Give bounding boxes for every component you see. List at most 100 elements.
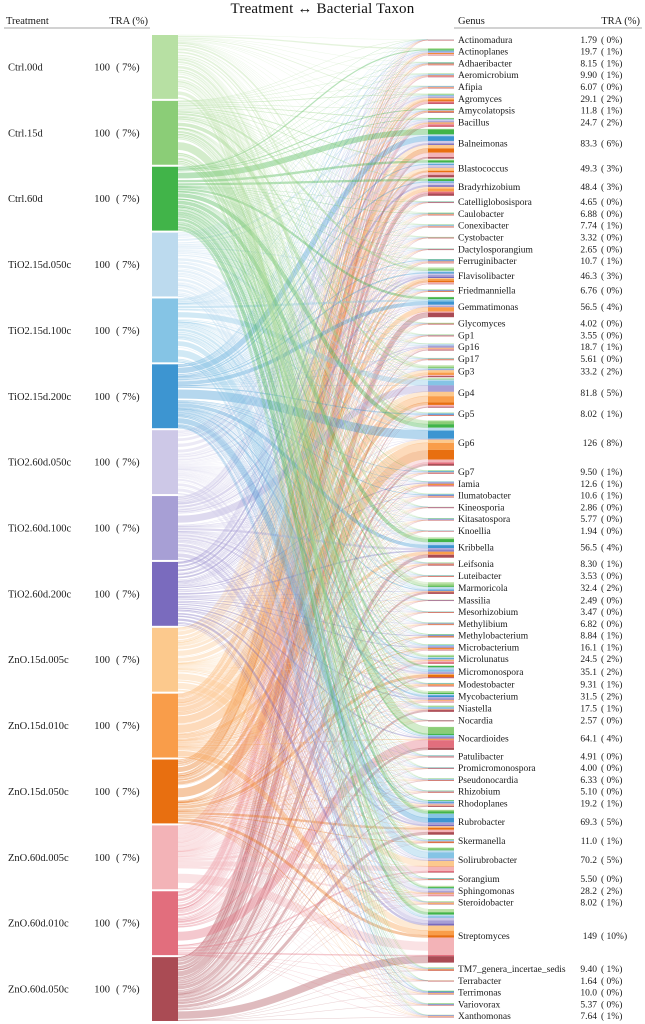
flow-ribbon xyxy=(177,142,429,735)
flow-ribbon xyxy=(177,79,429,707)
flow-ribbon xyxy=(177,211,429,684)
genus-value: 5.61 xyxy=(580,355,597,365)
genus-value: 24.7 xyxy=(580,118,597,128)
genus-value: 149 xyxy=(583,932,598,942)
genus-pct: ( 1%) xyxy=(601,1011,622,1022)
flow-ribbon xyxy=(177,359,429,979)
flow-ribbon xyxy=(177,84,429,879)
treatment-node xyxy=(152,891,178,956)
right-header-genus: Genus xyxy=(458,16,485,27)
genus-segment xyxy=(428,646,454,648)
genus-segment xyxy=(428,148,454,153)
flow-ribbon xyxy=(177,323,429,713)
flow-ribbon xyxy=(177,207,429,646)
flow-ribbon xyxy=(177,87,429,696)
genus-segment xyxy=(428,49,454,51)
genus-segment xyxy=(428,647,454,648)
genus-segment xyxy=(428,103,454,105)
genus-segment xyxy=(428,866,454,871)
genus-segment xyxy=(428,48,454,50)
flow-ribbon xyxy=(177,178,429,186)
flow-ribbon xyxy=(177,133,429,601)
flow-ribbon xyxy=(177,39,429,365)
genus-pct: ( 4%) xyxy=(601,302,622,313)
genus-segment xyxy=(428,705,454,707)
flow-ribbon xyxy=(177,547,429,842)
flow-ribbon xyxy=(177,700,429,811)
flow-ribbon xyxy=(177,108,429,180)
flow-ribbon xyxy=(177,226,429,839)
flow-ribbon xyxy=(177,361,429,1005)
flow-ribbon xyxy=(177,623,429,742)
treatment-node xyxy=(152,496,178,560)
genus-segment xyxy=(428,870,454,873)
flow-ribbon xyxy=(177,62,429,300)
flow-ribbon xyxy=(177,415,429,792)
flow-ribbon xyxy=(177,186,429,214)
genus-segment xyxy=(428,100,454,102)
genus-label: Flavisolibacter xyxy=(458,272,515,282)
flow-ribbon xyxy=(177,519,429,528)
flow-ribbon xyxy=(177,202,429,970)
genus-segment xyxy=(428,193,454,196)
genus-pct: ( 0%) xyxy=(601,607,622,618)
flow-ribbon xyxy=(177,39,429,629)
flow-ribbon xyxy=(177,472,429,801)
genus-segment xyxy=(428,917,454,921)
flow-ribbon xyxy=(177,472,429,734)
flow-ribbon xyxy=(177,322,429,576)
genus-segment xyxy=(428,801,454,803)
flow-ribbon xyxy=(177,358,429,514)
flow-ribbon xyxy=(177,87,429,828)
flow-ribbon xyxy=(177,425,429,879)
flow-ribbon xyxy=(177,75,429,433)
flow-ribbon xyxy=(177,190,429,324)
flow-ribbon xyxy=(177,262,429,971)
flow-ribbon xyxy=(177,970,429,1021)
flow-ribbon xyxy=(177,226,429,703)
genus-label: Microlunatus xyxy=(458,655,509,665)
genus-segment xyxy=(428,496,454,498)
genus-segment xyxy=(428,164,454,168)
genus-pct: ( 0%) xyxy=(601,715,622,726)
flow-ribbon xyxy=(177,48,429,298)
genus-segment xyxy=(428,494,454,495)
genus-label: Streptomyces xyxy=(458,932,510,942)
flow-ribbon xyxy=(177,463,429,984)
genus-segment xyxy=(428,654,454,656)
genus-value: 9.40 xyxy=(580,965,597,975)
flow-ribbon xyxy=(177,118,429,369)
flow-ribbon xyxy=(177,42,429,225)
genus-label: Methylobacterium xyxy=(458,632,529,642)
flow-ribbon xyxy=(177,475,429,769)
flow-ribbon xyxy=(177,624,429,1005)
treatment-label: ZnO.60d.010c xyxy=(8,919,69,930)
flow-ribbon xyxy=(177,41,429,179)
flow-ribbon xyxy=(177,156,429,840)
flow-ribbon xyxy=(177,575,429,597)
genus-pct: ( 6%) xyxy=(601,139,622,150)
genus-segment xyxy=(428,634,454,636)
flow-ribbon xyxy=(177,321,429,508)
flow-ribbon xyxy=(177,954,429,995)
flow-ribbon xyxy=(177,76,429,894)
genus-pct: ( 2%) xyxy=(601,654,622,665)
genus-pct: ( 0%) xyxy=(601,595,622,606)
flow-ribbon xyxy=(177,531,429,986)
genus-segment xyxy=(428,379,454,381)
genus-segment xyxy=(428,312,454,313)
genus-segment xyxy=(428,95,454,96)
flow-ribbon xyxy=(177,879,429,951)
flow-ribbon xyxy=(177,81,429,756)
flow-ribbon xyxy=(177,768,429,946)
flow-ribbon xyxy=(177,374,429,845)
flow-ribbon xyxy=(177,507,429,986)
flow-ribbon xyxy=(177,418,429,823)
genus-segment xyxy=(428,129,454,135)
flow-ribbon xyxy=(177,888,429,1018)
flow-ribbon xyxy=(177,163,429,376)
treatment-value: 100 xyxy=(94,260,110,271)
flow-ribbon xyxy=(177,193,429,969)
flow-ribbon xyxy=(177,111,429,250)
